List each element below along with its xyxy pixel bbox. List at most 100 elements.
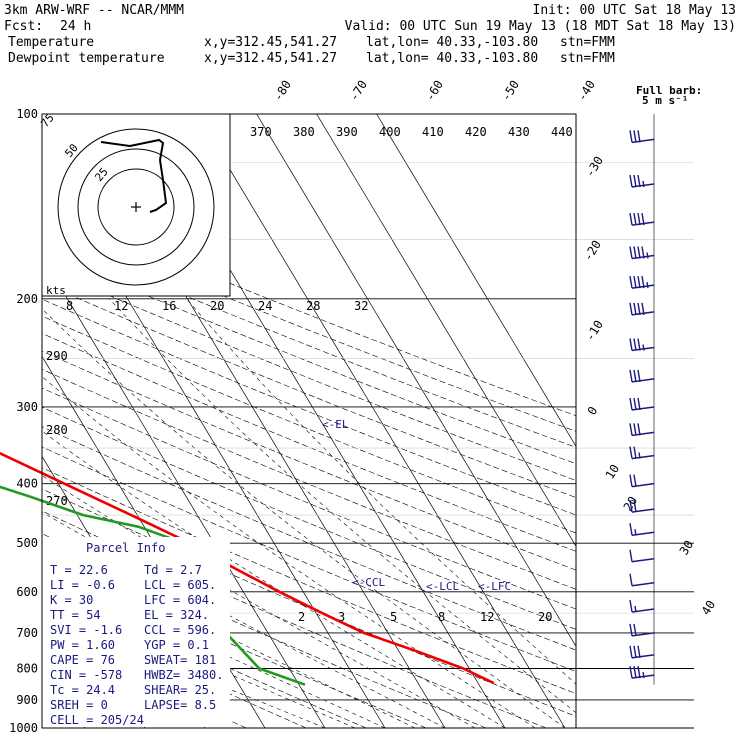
wind-barb-flag <box>633 302 637 315</box>
lower-mixing-ratio-label: 20 <box>538 610 552 624</box>
temperature-legend: Temperature <box>8 35 94 50</box>
fcst-label: Fcst: <box>4 19 43 34</box>
temperature-latlon: lat,lon= 40.33,-103.80 <box>366 35 538 50</box>
parcel-info-right: LAPSE= 8.5 <box>144 698 216 712</box>
theta-label: 390 <box>336 125 358 139</box>
dewpoint-legend: Dewpoint temperature <box>8 51 165 66</box>
wind-barb <box>629 338 655 352</box>
wind-barb-flag <box>629 446 633 459</box>
dewpoint-xy: x,y=312.45,541.27 <box>204 51 337 66</box>
pressure-tick-label: 400 <box>16 477 38 491</box>
pressure-tick-label: 500 <box>16 536 38 550</box>
theta-label: 420 <box>465 125 487 139</box>
wind-barb-flag <box>637 174 641 188</box>
wind-barb-half-flag <box>642 671 645 679</box>
wind-barb-half-flag <box>634 529 637 536</box>
wind-barb-flag <box>633 423 637 436</box>
init-time: Init: 00 UTC Sat 18 May 13 <box>533 3 737 18</box>
dry-adiabat-line <box>42 533 487 728</box>
dewpoint-latlon: lat,lon= 40.33,-103.80 <box>366 51 538 66</box>
wind-barb <box>629 599 655 613</box>
wind-barb-flag <box>637 397 641 411</box>
parcel-info-left: SREH = 0 <box>50 698 108 712</box>
moist-adiabat-line <box>42 569 386 728</box>
wind-barb-flag <box>633 130 637 143</box>
wind-barb-flag <box>637 130 641 143</box>
hodograph: 25 50 75 kts <box>38 111 231 297</box>
parcel-info-left: CELL = 205/24 <box>50 713 144 727</box>
mixing-ratio-label: 24 <box>258 299 272 313</box>
wind-barb-flag <box>629 623 633 637</box>
dewpoint-stn: stn=FMM <box>560 51 615 66</box>
wind-barb-flag <box>641 302 645 315</box>
dry-adiabat-line <box>42 446 576 672</box>
fcst-value: 24 h <box>60 19 91 34</box>
wind-barb <box>629 213 655 226</box>
wind-barb-half-flag <box>642 344 645 351</box>
wind-barb-flag <box>629 213 633 226</box>
wind-barb-flag <box>629 573 633 586</box>
wind-barb-flag <box>637 369 641 382</box>
parcel-info-left: CIN = -578 <box>50 668 122 682</box>
isotherm-label: -70 <box>347 78 370 104</box>
barb-legend-unit: 5 m s⁻¹ <box>642 94 688 107</box>
parcel-info-background <box>42 537 230 727</box>
isotherm-line <box>376 114 576 448</box>
isotherm-label: -50 <box>499 78 522 104</box>
mixing-ratio-label: 16 <box>162 299 176 313</box>
theta-label: 370 <box>250 125 272 139</box>
isotherm-line <box>256 114 576 648</box>
wind-barb-flag <box>637 302 641 315</box>
mixing-ratio-label: 28 <box>306 299 320 313</box>
mixing-ratio-label: 20 <box>210 299 224 313</box>
wind-barb-flag <box>633 276 637 289</box>
wind-barb-flag <box>629 302 633 315</box>
mixing-ratio-label: 32 <box>354 299 368 313</box>
parcel-info-right: HWBZ= 3480. <box>144 668 223 682</box>
isotherm-label: -80 <box>271 78 294 104</box>
pressure-tick-label: 900 <box>16 693 38 707</box>
theta-label: 430 <box>508 125 530 139</box>
theta-label: 440 <box>551 125 573 139</box>
wind-barb-flag <box>629 174 633 188</box>
moist-adiabat-line <box>42 430 506 728</box>
dry-adiabat-line <box>42 387 576 610</box>
wind-barb <box>629 397 655 411</box>
wind-barb-flag <box>629 645 633 658</box>
hodograph-ring-75 <box>57 128 215 286</box>
parcel-info-left: SVI = -1.6 <box>50 623 122 637</box>
theta-label: 380 <box>293 125 315 139</box>
theta-side-label: 280 <box>46 423 68 437</box>
wind-barb-flag <box>641 246 645 259</box>
parcel-info-right: LFC = 604. <box>144 593 216 607</box>
wind-barb <box>629 523 655 537</box>
dry-adiabat-line <box>42 556 427 728</box>
parcel-level-lfc: <-LFC <box>478 580 511 593</box>
parcel-info-title: Parcel Info <box>86 541 165 555</box>
wind-barb-flag <box>637 276 641 289</box>
parcel-info-left: LI = -0.6 <box>50 578 115 592</box>
moist-adiabat-line <box>42 592 356 728</box>
temperature-profile <box>0 451 495 685</box>
pressure-tick-label: 300 <box>16 400 38 414</box>
wind-barb <box>629 499 655 513</box>
wind-barb-flag <box>629 338 633 351</box>
isotherm-label: -20 <box>581 238 604 264</box>
valid-time: Valid: 00 UTC Sun 19 May 13 (18 MDT Sat … <box>345 19 736 34</box>
wind-barb-flag <box>629 246 633 259</box>
wind-barb-staff <box>631 557 655 563</box>
pressure-tick-label: 800 <box>16 661 38 675</box>
isotherm-label: -10 <box>583 318 606 344</box>
temperature-xy: x,y=312.45,541.27 <box>204 35 337 50</box>
wind-barb-staff <box>631 582 655 587</box>
wind-barb-flag <box>637 338 641 351</box>
wind-barb <box>629 474 655 488</box>
wind-barb-half-flag <box>634 605 637 613</box>
theta-label: 400 <box>379 125 401 139</box>
dry-adiabat-line <box>42 406 576 630</box>
wind-barb <box>629 665 655 679</box>
isotherm-line <box>42 255 326 728</box>
wind-barb <box>629 369 655 383</box>
pressure-tick-label: 100 <box>16 107 38 121</box>
isotherm-label: 10 <box>603 462 623 482</box>
